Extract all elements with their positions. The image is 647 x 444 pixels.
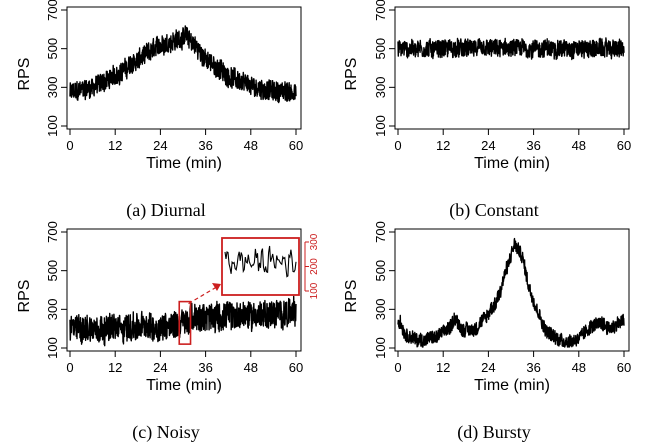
y-axis-title: RPS <box>343 280 360 313</box>
x-tick-label: 0 <box>394 360 401 375</box>
series-group <box>397 237 625 348</box>
y-tick-label: 100 <box>45 337 60 359</box>
x-tick-label: 48 <box>244 360 258 375</box>
x-tick-label: 60 <box>289 138 303 153</box>
x-tick-label: 12 <box>108 360 122 375</box>
y-tick-label: 700 <box>373 221 388 243</box>
y-axis-title: RPS <box>16 58 33 91</box>
x-tick-label: 24 <box>481 360 495 375</box>
y-tick-label: 700 <box>373 0 388 21</box>
panel-constant: 0 12 24 36 48 60 100 300 500 700 RPS Time (min) (… <box>343 0 631 221</box>
y-tick-label: 500 <box>45 260 60 282</box>
series-group <box>69 25 297 104</box>
x-tick-label: 12 <box>108 138 122 153</box>
series-line <box>397 237 625 348</box>
x-tick-label: 0 <box>394 138 401 153</box>
x-tick-label: 0 <box>66 360 73 375</box>
x-axis-title: Time (min) <box>474 377 550 394</box>
y-tick-label: 300 <box>373 298 388 320</box>
x-tick-label: 24 <box>481 138 495 153</box>
y-tick-label: 100 <box>45 115 60 137</box>
panel-bursty: 0 12 24 36 48 60 100 300 500 700 RPS Time (min) (… <box>343 221 631 443</box>
panel-noisy: 0 12 24 36 48 60 100 300 500 700 100 200 300 RPS Ti… <box>16 221 320 443</box>
x-tick-label: 60 <box>617 360 631 375</box>
x-axis-title: Time (min) <box>146 155 222 172</box>
x-tick-label: 60 <box>289 360 303 375</box>
plot-box <box>66 228 302 352</box>
plot-box <box>394 228 630 352</box>
zoom-inset: 100 200 300 <box>178 233 320 345</box>
inset-y-tick-label: 200 <box>309 258 320 275</box>
x-tick-label: 48 <box>244 138 258 153</box>
x-axis-title: Time (min) <box>474 155 550 172</box>
y-tick-label: 700 <box>45 0 60 21</box>
x-tick-label: 24 <box>153 138 167 153</box>
panel-caption: (d) Bursty <box>457 422 531 443</box>
x-tick-label: 60 <box>617 138 631 153</box>
inset-series-line <box>224 245 297 278</box>
inset-arrowhead <box>212 283 221 291</box>
x-tick-label: 36 <box>198 360 212 375</box>
series-line <box>69 25 297 104</box>
y-axis-title: RPS <box>16 280 33 313</box>
x-tick-label: 36 <box>526 360 540 375</box>
y-axis-title: RPS <box>343 58 360 91</box>
y-tick-label: 300 <box>45 298 60 320</box>
panel-caption: (c) Noisy <box>132 422 199 443</box>
axis-ticks: 0 12 24 36 48 60 100 300 500 700 <box>373 0 631 153</box>
x-tick-label: 0 <box>66 138 73 153</box>
inset-y-tick-label: 300 <box>309 233 320 250</box>
panel-diurnal: 0 12 24 36 48 60 100 300 500 700 RPS Time (min) (… <box>16 0 303 221</box>
inset-arrow <box>188 284 221 305</box>
highlight-box <box>178 300 192 345</box>
y-tick-label: 500 <box>45 38 60 60</box>
inset-y-tick-label: 100 <box>309 282 320 299</box>
series-group <box>397 37 625 61</box>
series-group <box>69 295 297 347</box>
y-tick-label: 100 <box>373 115 388 137</box>
axis-ticks: 0 12 24 36 48 60 100 300 500 700 <box>45 221 303 375</box>
x-tick-label: 48 <box>572 138 586 153</box>
axis-ticks: 0 12 24 36 48 60 100 300 500 700 <box>45 0 303 153</box>
y-tick-label: 500 <box>373 38 388 60</box>
panel-caption: (b) Constant <box>449 200 539 221</box>
y-tick-label: 300 <box>373 76 388 98</box>
panel-caption: (a) Diurnal <box>126 200 205 221</box>
y-tick-label: 300 <box>45 76 60 98</box>
plot-box <box>394 6 630 130</box>
x-tick-label: 36 <box>198 138 212 153</box>
y-tick-label: 100 <box>373 337 388 359</box>
y-tick-label: 500 <box>373 260 388 282</box>
series-line <box>69 295 297 347</box>
x-tick-label: 48 <box>572 360 586 375</box>
plot-box <box>66 6 302 130</box>
x-tick-label: 12 <box>436 138 450 153</box>
series-line <box>397 37 625 61</box>
x-axis-title: Time (min) <box>146 377 222 394</box>
x-tick-label: 36 <box>526 138 540 153</box>
axis-ticks: 0 12 24 36 48 60 100 300 500 700 <box>373 221 631 375</box>
x-tick-label: 12 <box>436 360 450 375</box>
y-tick-label: 700 <box>45 221 60 243</box>
x-tick-label: 24 <box>153 360 167 375</box>
